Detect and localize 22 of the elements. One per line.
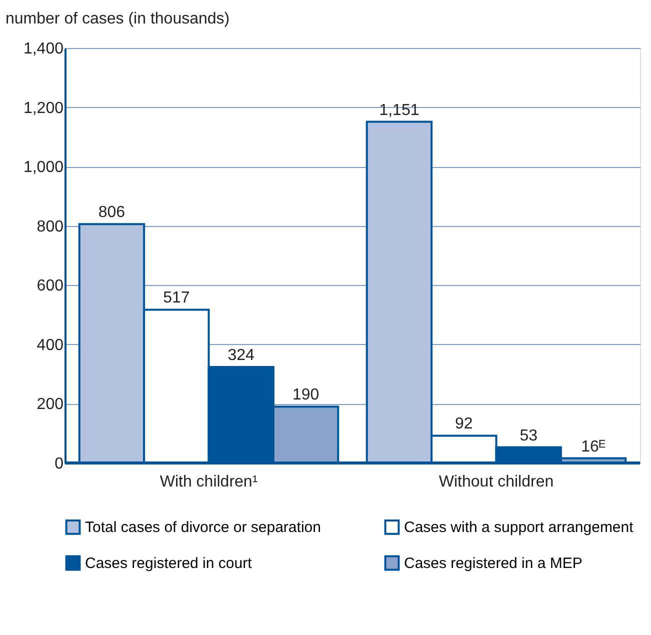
y-tick-label: 400 [36,336,64,354]
y-tick-label: 200 [36,396,64,414]
data-label: 190 [292,386,320,404]
x-tick-label: With children¹ [160,474,258,490]
data-label: 806 [98,204,126,222]
y-tick-label: 1,400 [23,40,64,58]
data-label: 324 [228,346,255,364]
y-axis-title: number of cases (in thousands) [6,10,230,28]
legend-label: Cases registered in a MEP [404,555,582,572]
data-label: 53 [520,427,538,444]
y-tick-label: 600 [36,278,64,295]
legend-label: Total cases of divorce or separation [85,519,321,536]
data-label: 92 [455,416,473,433]
y-tick-label: 800 [36,218,64,236]
data-label: 517 [163,290,190,307]
data-label: 16ᴱ [581,438,606,456]
legend-label: Cases registered in court [85,555,253,572]
y-tick-label: 0 [54,456,64,472]
x-tick-label: Without children [438,474,554,490]
y-tick-label: 1,200 [23,100,64,117]
legend-label: Cases with a support arrangement [404,519,634,536]
y-tick-label: 1,000 [23,159,64,176]
